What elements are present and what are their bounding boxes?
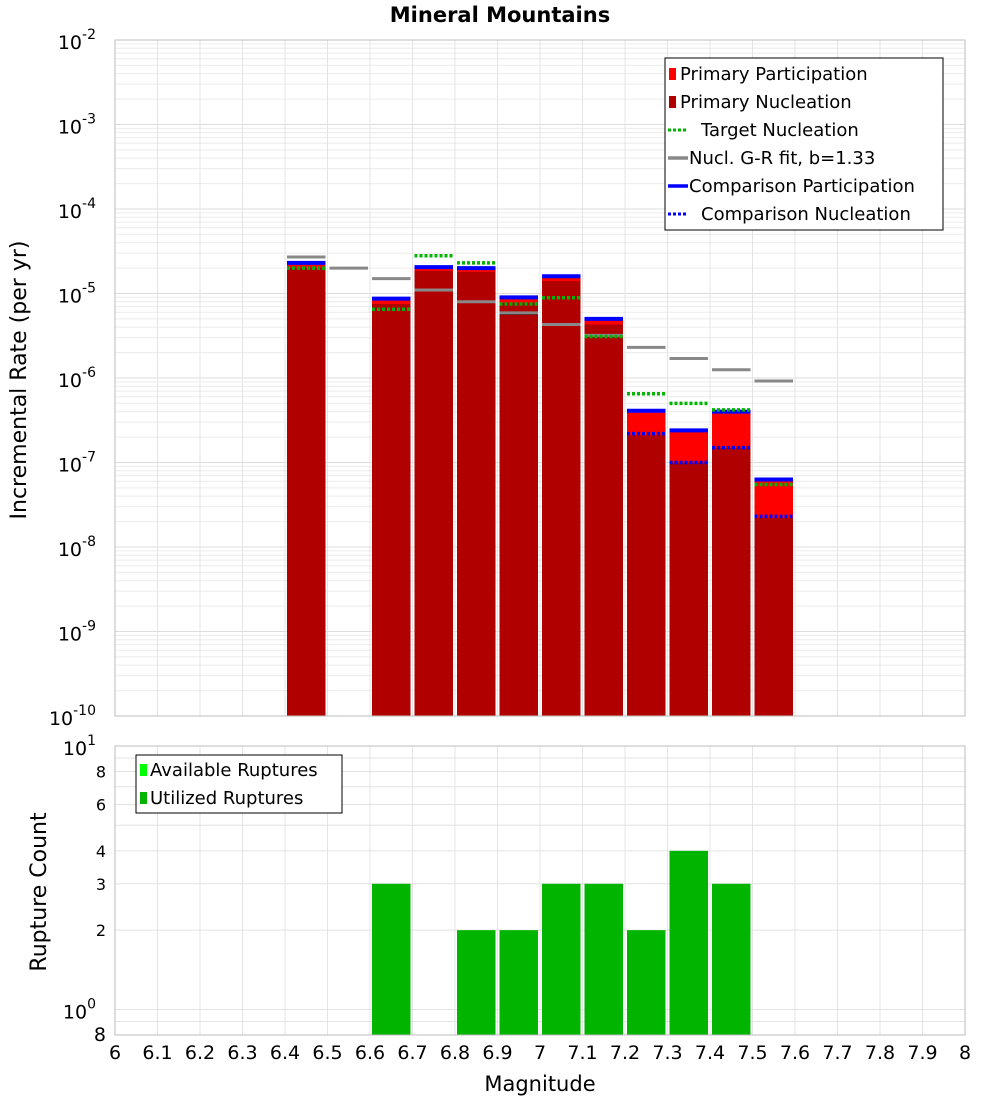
utilized-ruptures-bar [712, 883, 751, 1035]
y-tick-label: 6 [96, 795, 106, 814]
x-tick-label: 6.6 [355, 1042, 385, 1064]
legend-swatch-box [140, 792, 147, 804]
primary-nucleation-bar [627, 435, 666, 716]
primary-nucleation-bar [669, 462, 708, 716]
x-tick-label: 6.5 [312, 1042, 342, 1064]
x-axis-label: Magnitude [484, 1072, 595, 1096]
primary-nucleation-bar [287, 268, 326, 716]
legend-label: Primary Participation [680, 64, 868, 85]
y-tick-label: 101 [63, 733, 96, 760]
y-tick-label: 10-6 [58, 365, 96, 392]
x-tick-label: 6.8 [440, 1042, 470, 1064]
utilized-ruptures-bar [457, 930, 496, 1035]
y-tick-label: 10-8 [58, 534, 96, 561]
y-tick-label: 10-5 [58, 281, 96, 308]
primary-nucleation-bar [457, 271, 496, 716]
primary-nucleation-bar [754, 518, 793, 716]
x-tick-label: 7.8 [865, 1042, 895, 1064]
y-tick-label: 3 [96, 875, 106, 894]
y-tick-label: 2 [96, 921, 106, 940]
primary-nucleation-bar [542, 281, 581, 716]
x-tick-label: 7.5 [737, 1042, 767, 1064]
primary-nucleation-bar [372, 304, 411, 716]
legend-swatch-box [669, 96, 676, 108]
x-tick-label: 6.2 [185, 1042, 215, 1064]
legend-label: Primary Nucleation [680, 92, 852, 113]
y-tick-label: 10-2 [58, 27, 96, 54]
legend-label: Target Nucleation [700, 120, 859, 141]
x-tick-label: 7 [534, 1042, 546, 1064]
top-y-axis-label: Incremental Rate (per yr) [7, 241, 32, 520]
y-tick-label: 10-4 [58, 196, 96, 223]
legend-swatch-box [669, 68, 676, 80]
x-tick-label: 7.7 [822, 1042, 852, 1064]
primary-nucleation-bar [414, 270, 453, 716]
x-tick-label: 6.4 [270, 1042, 300, 1064]
bottom-plot-frame [114, 745, 966, 1036]
top-legend-box [664, 57, 944, 231]
utilized-ruptures-bar [669, 850, 708, 1035]
x-tick-label: 6.1 [142, 1042, 172, 1064]
y-tick-label: 8 [94, 1024, 106, 1046]
legend-label: Available Ruptures [150, 760, 318, 781]
x-tick-label: 6 [109, 1042, 121, 1064]
utilized-ruptures-bar [627, 930, 666, 1035]
bottom-legend-box [135, 754, 343, 814]
x-tick-label: 7.2 [610, 1042, 640, 1064]
x-tick-label: 7.9 [907, 1042, 937, 1064]
y-tick-label: 4 [96, 842, 106, 861]
top-plot-frame [114, 39, 966, 717]
x-tick-label: 7.3 [652, 1042, 682, 1064]
bottom-y-axis-label: Rupture Count [27, 812, 52, 972]
y-tick-label: 8 [96, 763, 106, 782]
y-tick-label: 10-3 [58, 112, 96, 139]
legend-swatch-box [140, 764, 147, 776]
legend-label: Utilized Ruptures [150, 788, 303, 809]
top-plot-area: 10-10 10-9 10-8 10-7 10-6 10-5 10-4 10-3 10-2 Pri… [49, 27, 966, 730]
utilized-ruptures-bar [584, 883, 623, 1035]
utilized-ruptures-bar [542, 883, 581, 1035]
x-tick-label: 6.7 [397, 1042, 427, 1064]
primary-nucleation-bar [584, 324, 623, 716]
primary-nucleation-bar [712, 447, 751, 716]
legend-label: Comparison Participation [689, 176, 915, 197]
y-tick-label: 10-9 [58, 619, 96, 646]
primary-nucleation-bar [499, 302, 538, 716]
utilized-ruptures-bar [499, 930, 538, 1035]
x-tick-label: 7.4 [695, 1042, 725, 1064]
chart-title: Mineral Mountains [390, 3, 610, 27]
x-tick-label: 7.6 [780, 1042, 810, 1064]
x-tick-label: 6.9 [482, 1042, 512, 1064]
y-tick-label: 10-10 [49, 703, 96, 730]
y-tick-label: 10-7 [58, 450, 96, 477]
x-tick-label: 6.3 [227, 1042, 257, 1064]
y-tick-label: 100 [63, 996, 96, 1023]
legend-label: Nucl. G-R fit, b=1.33 [689, 148, 875, 169]
x-tick-label: 7.1 [567, 1042, 597, 1064]
utilized-ruptures-bar [372, 883, 411, 1035]
legend-label: Comparison Nucleation [701, 204, 911, 225]
x-tick-label: 8 [959, 1042, 971, 1064]
